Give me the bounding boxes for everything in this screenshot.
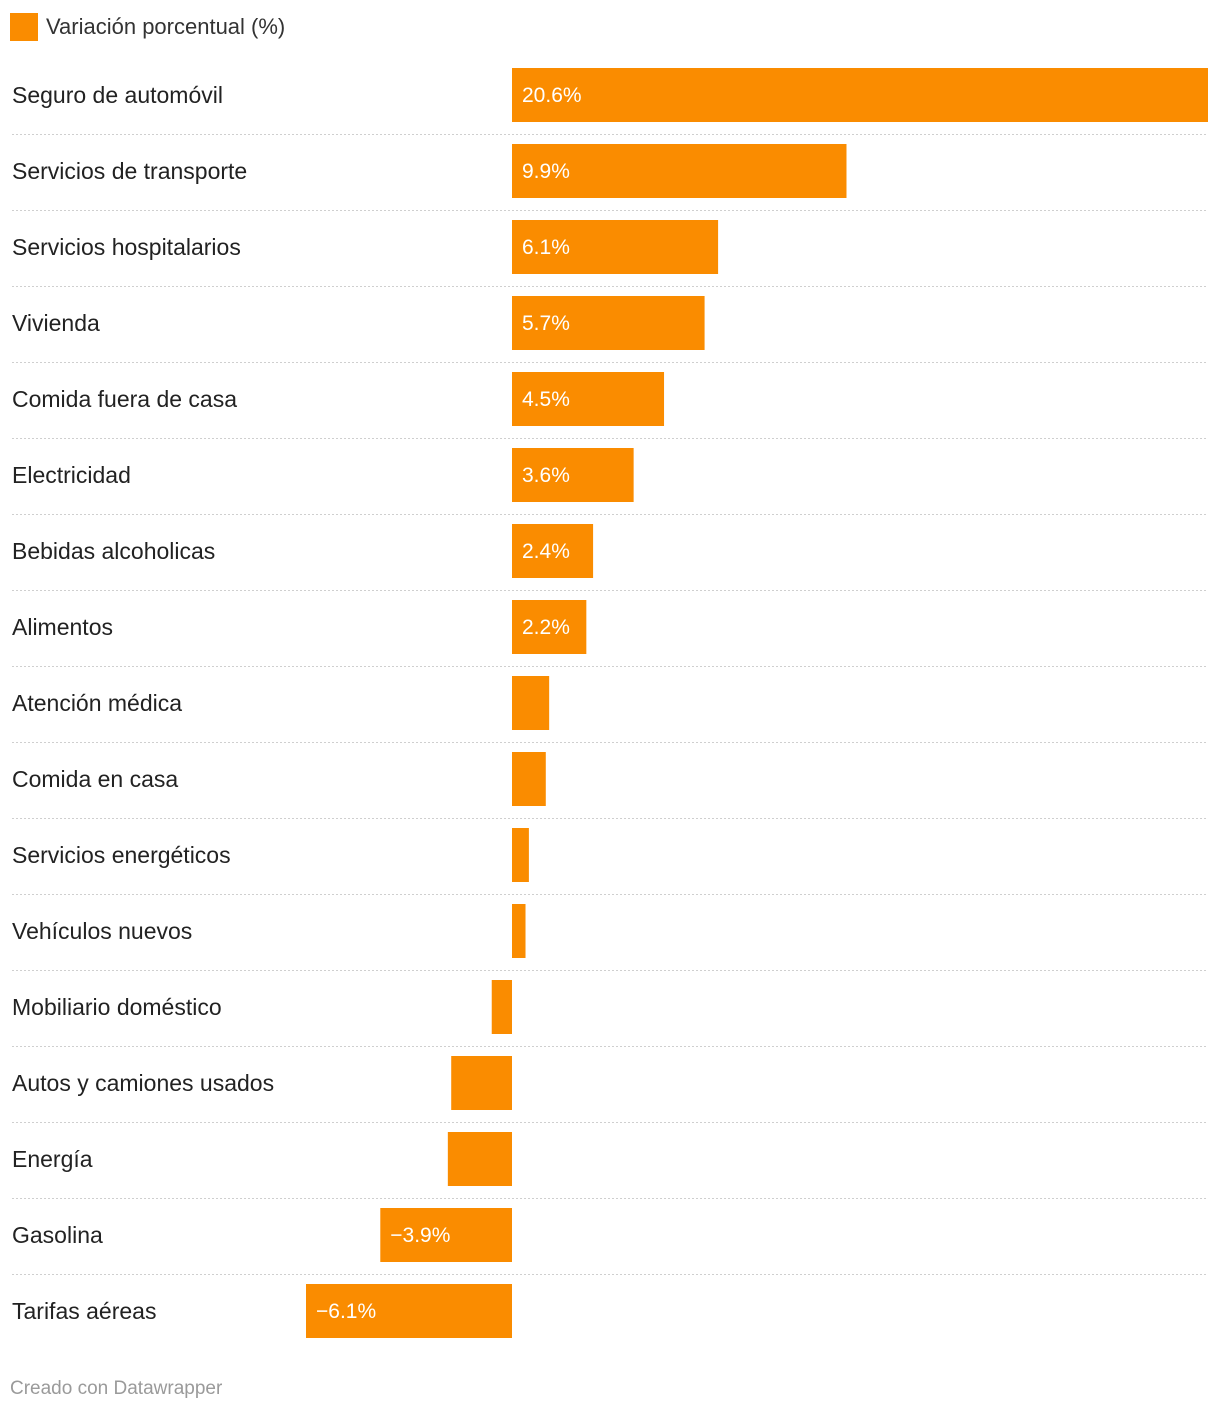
category-label: Seguro de automóvil	[12, 82, 223, 108]
bar[interactable]	[447, 1132, 512, 1186]
bar[interactable]	[512, 524, 594, 578]
bar[interactable]	[512, 676, 550, 730]
category-label: Bebidas alcoholicas	[12, 538, 215, 564]
chart-legend: Variación porcentual (%)	[10, 12, 285, 42]
bar[interactable]	[512, 600, 587, 654]
bar[interactable]	[512, 828, 529, 882]
category-label: Electricidad	[12, 462, 131, 488]
category-label: Autos y camiones usados	[12, 1070, 274, 1096]
category-label: Comida en casa	[12, 766, 178, 792]
value-label: −3.9%	[390, 1224, 450, 1247]
bar[interactable]	[512, 372, 665, 426]
value-label: 3.6%	[522, 464, 570, 487]
value-label: 2.2%	[522, 616, 570, 639]
bar-chart: Seguro de automóvil 20.6% Servicios de tra…	[12, 68, 1208, 1338]
bar[interactable]	[380, 1208, 512, 1262]
category-label: Servicios de transporte	[12, 158, 247, 184]
legend-label: Variación porcentual (%)	[46, 14, 286, 39]
category-label: Vivienda	[12, 310, 100, 336]
value-label: 5.7%	[522, 312, 570, 335]
value-label: 20.6%	[522, 84, 582, 107]
value-label: −6.1%	[316, 1300, 376, 1323]
category-label: Servicios hospitalarios	[12, 234, 241, 260]
bar[interactable]	[512, 220, 719, 274]
bar[interactable]	[306, 1284, 512, 1338]
value-label: 9.9%	[522, 160, 570, 183]
bar[interactable]	[512, 752, 546, 806]
category-label: Servicios energéticos	[12, 842, 231, 868]
category-label: Comida fuera de casa	[12, 386, 237, 412]
bar[interactable]	[512, 296, 705, 350]
category-label: Alimentos	[12, 614, 113, 640]
bar[interactable]	[512, 68, 1208, 122]
category-label: Gasolina	[12, 1222, 103, 1248]
bar[interactable]	[512, 904, 526, 958]
bar[interactable]	[451, 1056, 512, 1110]
bar[interactable]	[491, 980, 512, 1034]
category-label: Mobiliario doméstico	[12, 994, 222, 1020]
category-label: Vehículos nuevos	[12, 918, 192, 944]
value-label: 4.5%	[522, 388, 570, 411]
value-label: 6.1%	[522, 236, 570, 259]
category-label: Tarifas aéreas	[12, 1298, 156, 1324]
category-label: Energía	[12, 1146, 93, 1172]
footer-credit[interactable]: Creado con Datawrapper	[10, 1378, 223, 1399]
legend-swatch	[10, 13, 38, 41]
value-label: 2.4%	[522, 540, 570, 563]
bar[interactable]	[512, 144, 847, 198]
bar[interactable]	[512, 448, 634, 502]
category-label: Atención médica	[12, 690, 182, 716]
